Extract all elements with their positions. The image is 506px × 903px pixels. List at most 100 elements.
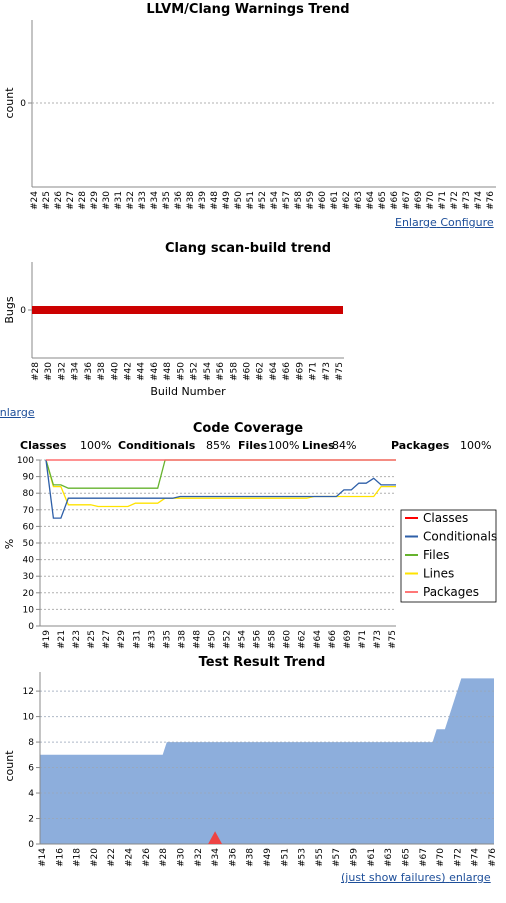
test-x-tick-label: #55: [315, 848, 325, 867]
warnings-x-tick-label: #59: [306, 191, 316, 210]
test-x-tick-label: #20: [90, 848, 100, 867]
coverage-x-tick-label: #56: [253, 630, 263, 649]
warnings-x-tick-label: #60: [318, 191, 328, 210]
scan-x-tick-label: #44: [137, 362, 147, 381]
scan-x-tick-label: #30: [44, 362, 54, 381]
warnings-x-tick-label: #28: [78, 191, 88, 210]
warnings-x-tick-label: #48: [210, 191, 220, 210]
scan-x-tick-label: #36: [84, 362, 94, 381]
test-x-tick-label: #59: [350, 848, 360, 867]
test-y-tick-label: 12: [23, 687, 34, 697]
scan-x-tick-label: #28: [31, 362, 41, 381]
warnings-enlarge-link[interactable]: Enlarge: [395, 216, 437, 229]
coverage-summary-label: Files: [238, 439, 268, 452]
coverage-series-lines: [45, 459, 396, 508]
warnings-x-tick-label: #36: [174, 191, 184, 210]
test-x-tick-label: #74: [471, 848, 481, 867]
scan-x-tick-label: #71: [309, 362, 319, 381]
coverage-x-tick-label: #23: [72, 630, 82, 649]
test-passed-area: [40, 678, 494, 844]
test-y-tick-label: 0: [28, 840, 34, 850]
test-show-failures-link[interactable]: (just show failures): [341, 871, 446, 884]
scan-x-tick-label: #54: [203, 362, 213, 381]
coverage-y-tick-label: 40: [23, 556, 35, 566]
test-x-tick-label: #16: [55, 848, 65, 867]
coverage-summary-label: Packages: [391, 439, 450, 452]
warnings-x-tick-label: #24: [30, 191, 40, 210]
coverage-x-tick-label: #31: [132, 630, 142, 649]
warnings-x-tick-label: #64: [366, 191, 376, 210]
test-x-tick-label: #28: [159, 848, 169, 867]
coverage-y-axis-label: %: [3, 539, 16, 549]
test-result-chart: Test Result Trend count 0 2 4 6 8 10 12 #14 #16 #…: [3, 655, 498, 867]
coverage-y-tick-label: 80: [23, 489, 35, 499]
coverage-x-tick-label: #62: [298, 630, 308, 649]
scan-y-tick-label: 0: [20, 306, 26, 316]
coverage-y-tick-label: 50: [23, 539, 35, 549]
coverage-x-tick-label: #25: [87, 630, 97, 649]
test-x-tick-label: #18: [73, 848, 83, 867]
scan-x-tick-label: #46: [150, 362, 160, 381]
coverage-x-tick-label: #50: [207, 630, 217, 649]
coverage-x-tick-label: #19: [42, 630, 52, 649]
coverage-legend: Classes Conditionals Files Lines Packages: [400, 509, 497, 603]
test-y-tick-label: 4: [28, 789, 34, 799]
warnings-x-tick-label: #27: [66, 191, 76, 210]
scan-x-tick-label: #62: [256, 362, 266, 381]
warnings-x-tick-label: #66: [390, 191, 400, 210]
test-y-tick-label: 10: [23, 713, 35, 723]
coverage-summary: Classes 100% Conditionals 85% Files 100% Lines…: [20, 439, 491, 452]
warnings-x-tick-label: #54: [270, 191, 280, 210]
test-x-tick-label: #24: [125, 848, 135, 867]
warnings-x-tick-label: #70: [426, 191, 436, 210]
warnings-y-axis-label: count: [3, 87, 16, 119]
warnings-x-tick-label: #63: [354, 191, 364, 210]
scan-x-tick-label: #56: [216, 362, 226, 381]
coverage-x-tick-label: #35: [162, 630, 172, 649]
scan-x-tick-label: #66: [282, 362, 292, 381]
warnings-x-tick-label: #31: [114, 191, 124, 210]
scan-x-tick-label: #60: [242, 362, 252, 381]
coverage-x-tick-label: #60: [283, 630, 293, 649]
warnings-x-tick-label: #67: [402, 191, 412, 210]
test-x-tick-label: #38: [246, 848, 256, 867]
coverage-y-tick-label: 90: [23, 473, 35, 483]
test-chart-title: Test Result Trend: [199, 655, 326, 670]
coverage-legend-label: Conditionals: [423, 530, 497, 544]
coverage-series-files: [45, 459, 396, 489]
warnings-configure-link[interactable]: Configure: [440, 216, 494, 229]
test-x-tick-label: #49: [263, 848, 273, 867]
warnings-x-tick-label: #50: [234, 191, 244, 210]
coverage-x-tick-label: #21: [57, 630, 67, 649]
test-x-tick-label: #67: [419, 848, 429, 867]
coverage-x-tick-label: #75: [388, 630, 398, 649]
test-y-tick-label: 8: [28, 738, 34, 748]
coverage-y-tick-label: 10: [23, 605, 35, 615]
warnings-chart-title: LLVM/Clang Warnings Trend: [146, 2, 349, 17]
coverage-x-tick-label: #71: [358, 630, 368, 649]
coverage-legend-label: Files: [423, 548, 449, 562]
test-x-tick-label: #76: [488, 848, 498, 867]
coverage-legend-label: Lines: [423, 567, 454, 581]
scan-x-tick-label: #34: [71, 362, 81, 381]
coverage-x-tick-label: #64: [313, 630, 323, 649]
test-enlarge-link[interactable]: enlarge: [449, 871, 491, 884]
coverage-summary-value: 100%: [268, 439, 299, 452]
warnings-x-tick-label: #39: [198, 191, 208, 210]
warnings-x-tick-label: #29: [90, 191, 100, 210]
warnings-x-tick-label: #34: [150, 191, 160, 210]
test-failure-marker: [208, 831, 223, 844]
scan-enlarge-link[interactable]: enlarge: [0, 406, 35, 419]
warnings-x-tick-label: #51: [246, 191, 256, 210]
scan-x-tick-label: #73: [322, 362, 332, 381]
coverage-y-tick-label: 0: [28, 622, 34, 632]
coverage-x-tick-label: #29: [117, 630, 127, 649]
test-x-tick-label: #14: [38, 848, 48, 867]
warnings-x-tick-label: #58: [294, 191, 304, 210]
test-y-axis-label: count: [3, 750, 16, 782]
scan-bugs-bar: [32, 306, 343, 314]
warnings-x-tick-label: #57: [282, 191, 292, 210]
coverage-x-tick-label: #58: [268, 630, 278, 649]
test-x-tick-label: #53: [298, 848, 308, 867]
coverage-summary-label: Classes: [20, 439, 67, 452]
